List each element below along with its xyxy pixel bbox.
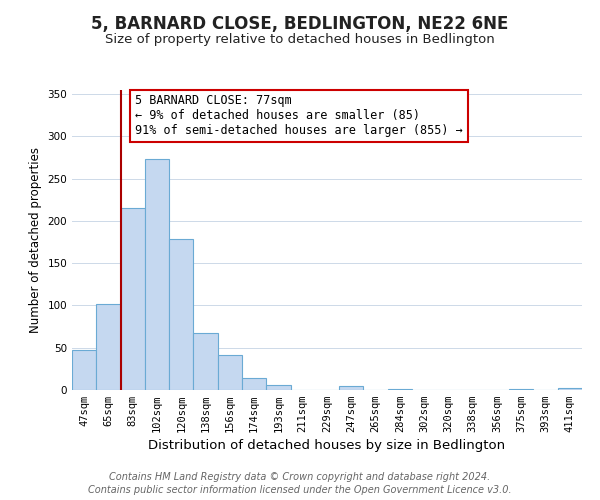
Y-axis label: Number of detached properties: Number of detached properties — [29, 147, 42, 333]
Bar — [121, 208, 145, 390]
Bar — [145, 160, 169, 390]
Text: Size of property relative to detached houses in Bedlington: Size of property relative to detached ho… — [105, 32, 495, 46]
Text: Contains HM Land Registry data © Crown copyright and database right 2024.: Contains HM Land Registry data © Crown c… — [109, 472, 491, 482]
Bar — [169, 238, 193, 390]
Bar — [509, 389, 533, 390]
X-axis label: Distribution of detached houses by size in Bedlington: Distribution of detached houses by size … — [148, 440, 506, 452]
Text: Contains public sector information licensed under the Open Government Licence v3: Contains public sector information licen… — [88, 485, 512, 495]
Bar — [242, 378, 266, 390]
Text: 5, BARNARD CLOSE, BEDLINGTON, NE22 6NE: 5, BARNARD CLOSE, BEDLINGTON, NE22 6NE — [91, 15, 509, 33]
Bar — [96, 304, 121, 390]
Bar — [266, 385, 290, 390]
Bar — [558, 388, 582, 390]
Bar — [218, 356, 242, 390]
Text: 5 BARNARD CLOSE: 77sqm
← 9% of detached houses are smaller (85)
91% of semi-deta: 5 BARNARD CLOSE: 77sqm ← 9% of detached … — [135, 94, 463, 137]
Bar — [339, 386, 364, 390]
Bar — [72, 350, 96, 390]
Bar — [193, 332, 218, 390]
Bar — [388, 389, 412, 390]
